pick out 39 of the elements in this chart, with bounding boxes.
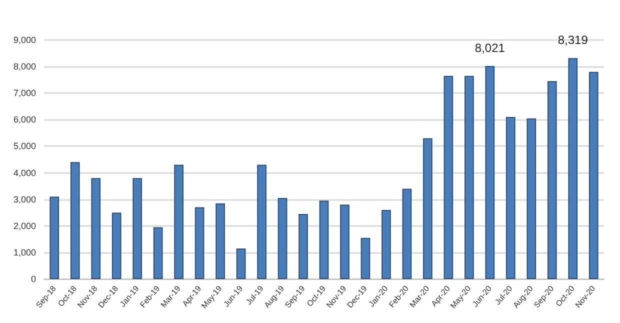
y-tick-label: 8,000 xyxy=(13,62,36,72)
bar xyxy=(174,164,184,279)
y-tick-label: 0 xyxy=(30,274,36,284)
bar xyxy=(588,72,598,279)
bar xyxy=(568,58,578,279)
data-label: 8,319 xyxy=(558,33,588,48)
bar xyxy=(464,76,474,279)
y-tick-label: 4,000 xyxy=(13,168,36,178)
bar xyxy=(216,203,225,279)
y-tick-label: 5,000 xyxy=(13,141,36,152)
bar xyxy=(547,81,557,279)
bar xyxy=(278,198,288,279)
bar xyxy=(485,66,495,279)
bar xyxy=(423,138,432,279)
y-tick-label: 2,000 xyxy=(13,220,36,231)
bar xyxy=(236,248,246,279)
bar xyxy=(444,76,454,279)
bar xyxy=(91,178,101,279)
y-tick-label: 1,000 xyxy=(13,247,36,258)
bar xyxy=(526,118,536,279)
bar xyxy=(319,200,329,279)
bar xyxy=(298,214,308,279)
y-tick-label: 9,000 xyxy=(13,35,36,45)
bar xyxy=(50,196,60,279)
bar xyxy=(257,164,266,279)
y-tick-label: 7,000 xyxy=(13,88,36,98)
data-label: 8,021 xyxy=(474,41,506,55)
bar xyxy=(132,178,142,279)
bar xyxy=(506,117,516,279)
bar xyxy=(70,162,80,279)
y-tick-label: 3,000 xyxy=(13,194,36,204)
bar xyxy=(340,204,350,279)
bar xyxy=(153,227,163,279)
y-tick-label: 6,000 xyxy=(13,114,36,125)
bar xyxy=(112,212,122,279)
bar xyxy=(402,188,412,279)
bar xyxy=(194,207,204,279)
bar xyxy=(360,238,370,279)
bar xyxy=(382,210,391,279)
